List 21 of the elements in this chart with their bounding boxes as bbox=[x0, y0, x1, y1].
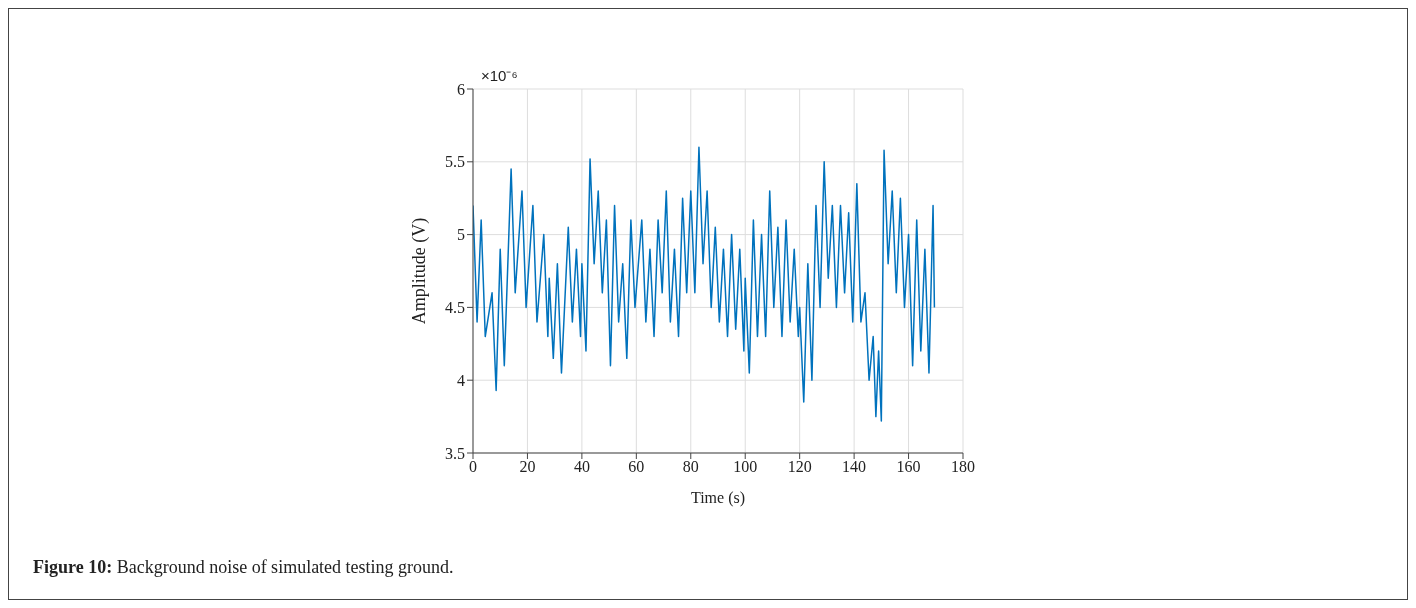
x-tick-label: 0 bbox=[469, 458, 477, 476]
x-axis-title: Time (s) bbox=[690, 489, 746, 507]
text: ×10⁻⁶ bbox=[481, 66, 518, 85]
line-series bbox=[473, 146, 936, 422]
y-tick-label: 4.5 bbox=[445, 299, 465, 317]
y-axis-title: Amplitude (V) bbox=[409, 217, 431, 325]
y-tick-label: 3.5 bbox=[445, 444, 465, 462]
y-tick-label: 5 bbox=[457, 226, 465, 244]
x-tick-label: 20 bbox=[519, 458, 536, 476]
x-tick-label: 100 bbox=[733, 458, 758, 476]
y-tick-label: 5.5 bbox=[445, 153, 465, 171]
x-tick-label: 40 bbox=[573, 458, 590, 476]
y-tick-label: 6 bbox=[457, 80, 465, 98]
x-tick-label: 140 bbox=[842, 458, 867, 476]
x-tick-label: 60 bbox=[628, 458, 645, 476]
caption: Figure 10: Background noise of simulated testing ground. bbox=[33, 557, 454, 578]
x-tick-label: 180 bbox=[951, 458, 975, 476]
x-tick-label: 160 bbox=[896, 458, 921, 476]
x-tick-label: 120 bbox=[787, 458, 812, 476]
x-tick-label: 80 bbox=[682, 458, 699, 476]
y-tick-label: 4 bbox=[457, 371, 465, 389]
